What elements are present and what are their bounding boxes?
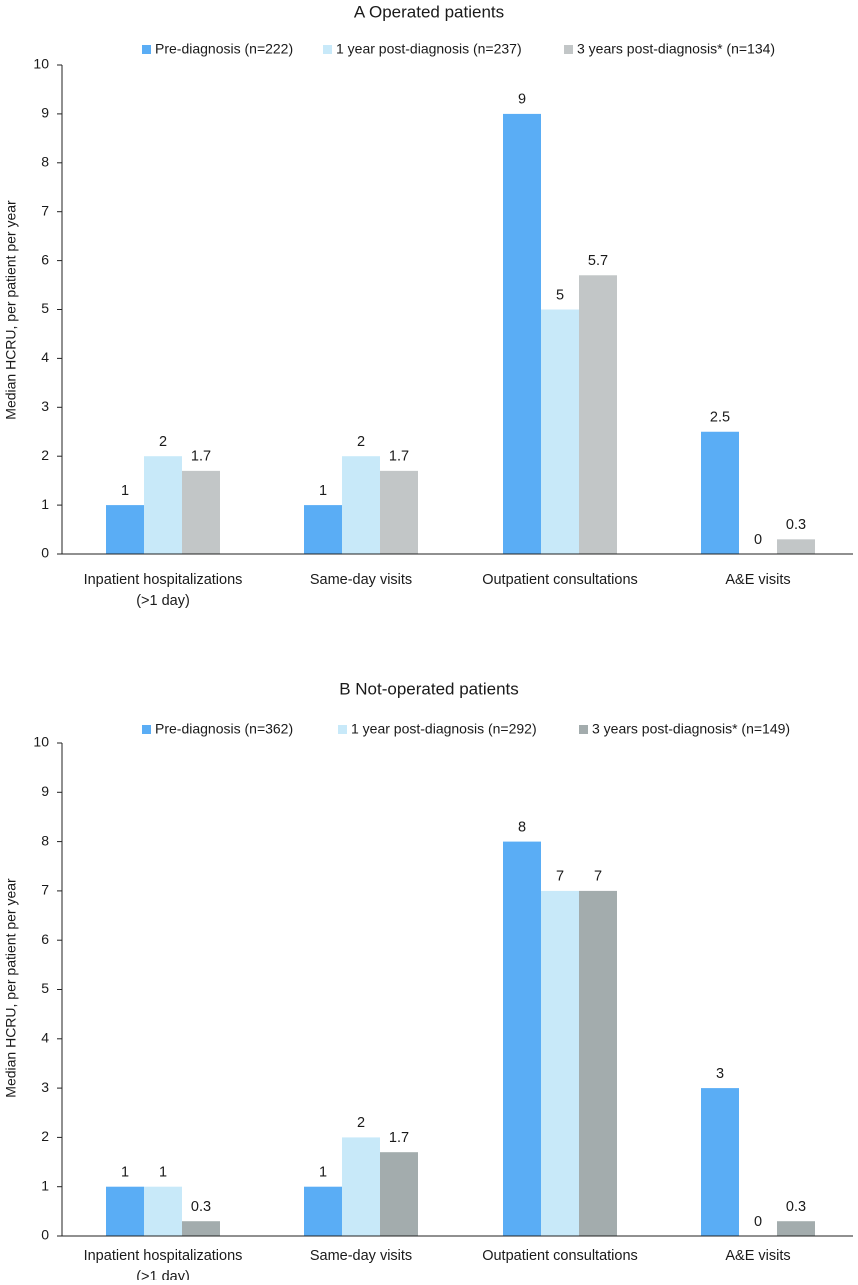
panel-b-data-label-s1-c4: 3 — [716, 1066, 724, 1082]
panel-a-y-tick-label-2: 2 — [41, 447, 49, 463]
panel-a-legend-swatch-1 — [142, 45, 151, 54]
panel-b-bar-s3-c2 — [380, 1152, 418, 1236]
panel-a-category-label-1-line-1: Inpatient hospitalizations — [84, 572, 243, 588]
panel-b-y-tick-label-1: 1 — [41, 1177, 49, 1193]
panel-a-y-tick-label-10: 10 — [33, 56, 49, 72]
panel-b-category-label-1-line-1: Inpatient hospitalizations — [84, 1248, 243, 1264]
panel-a-bar-s3-c3 — [579, 275, 617, 554]
panel-b-data-label-s1-c1: 1 — [121, 1165, 129, 1181]
panel-a-category-label-4-line-1: A&E visits — [725, 572, 790, 588]
panel-b-y-tick-label-8: 8 — [41, 832, 49, 848]
panel-a-bar-s1-c3 — [503, 113, 541, 555]
panel-b-bar-s2-c2 — [342, 1137, 380, 1236]
panel-a-y-tick-label-5: 5 — [41, 300, 49, 316]
panel-b-bar-s2-c1 — [144, 1186, 182, 1236]
panel-b-bar-s1-c2 — [304, 1186, 342, 1236]
panel-b-y-tick-label-0: 0 — [41, 1227, 49, 1243]
panel-a-data-label-s3-c3: 5.7 — [588, 253, 608, 269]
panel-b-data-label-s2-c2: 2 — [357, 1115, 365, 1131]
panel-b-legend-label-2: 1 year post-diagnosis (n=292) — [351, 721, 537, 737]
panel-b-legend-label-3: 3 years post-diagnosis* (n=149) — [592, 721, 790, 737]
panel-a-legend-label-3: 3 years post-diagnosis* (n=134) — [577, 41, 775, 57]
panel-b-data-label-s1-c3: 8 — [518, 819, 526, 835]
panel-a-category-label-3-line-1: Outpatient consultations — [482, 572, 638, 588]
panel-b-y-tick-label-4: 4 — [41, 1030, 49, 1046]
panel-b-y-axis-title: Median HCRU, per patient per year — [3, 878, 19, 1098]
panel-b-y-tick-label-3: 3 — [41, 1079, 49, 1095]
panel-b-bar-s3-c3 — [579, 890, 617, 1236]
panel-b-category-label-4-line-1: A&E visits — [725, 1248, 790, 1264]
panel-b-data-label-s2-c1: 1 — [159, 1165, 167, 1181]
panel-b-bar-s3-c1 — [182, 1221, 220, 1236]
panel-b-legend-swatch-3 — [579, 725, 588, 734]
panel-a-data-label-s3-c4: 0.3 — [786, 517, 806, 533]
panel-a-category-label-1-line-2: (>1 day) — [136, 593, 190, 609]
panel-b-data-label-s3-c4: 0.3 — [786, 1199, 806, 1215]
panel-b-bar-s1-c4 — [701, 1088, 739, 1236]
panel-b-data-label-s2-c4: 0 — [754, 1214, 762, 1230]
panel-a-data-label-s2-c1: 2 — [159, 434, 167, 450]
panel-a-legend-label-2: 1 year post-diagnosis (n=237) — [336, 41, 522, 57]
panel-a-y-tick-label-1: 1 — [41, 496, 49, 512]
panel-a-data-label-s1-c2: 1 — [319, 483, 327, 499]
panel-b-bar-s2-c3 — [541, 890, 579, 1236]
panel-a-y-tick-label-7: 7 — [41, 202, 49, 218]
panel-b-data-label-s3-c2: 1.7 — [389, 1130, 409, 1146]
panel-a-bar-s1-c2 — [304, 505, 342, 554]
panel-a-title: A Operated patients — [354, 2, 504, 21]
panel-b-legend-swatch-1 — [142, 725, 151, 734]
panel-b-category-label-2-line-1: Same-day visits — [310, 1248, 412, 1264]
panel-b-legend-swatch-2 — [338, 725, 347, 734]
panel-a-data-label-s2-c4: 0 — [754, 532, 762, 548]
panel-a-data-label-s2-c2: 2 — [357, 434, 365, 450]
panel-b-legend-label-1: Pre-diagnosis (n=362) — [155, 721, 293, 737]
panel-b-data-label-s3-c1: 0.3 — [191, 1199, 211, 1215]
panel-b-data-label-s1-c2: 1 — [319, 1165, 327, 1181]
panel-a-legend-swatch-2 — [323, 45, 332, 54]
panel-a-y-axis-title: Median HCRU, per patient per year — [3, 200, 19, 420]
panel-a-bar-s2-c1 — [144, 456, 182, 554]
panel-a-data-label-s3-c1: 1.7 — [191, 449, 211, 465]
panel-a-bar-s3-c2 — [380, 470, 418, 554]
panel-a-bar-s1-c4 — [701, 431, 739, 554]
panel-b-data-label-s2-c3: 7 — [556, 869, 564, 885]
panel-a-legend-label-1: Pre-diagnosis (n=222) — [155, 41, 293, 57]
panel-a-y-tick-label-8: 8 — [41, 154, 49, 170]
panel-a-bar-s2-c2 — [342, 456, 380, 554]
panel-a-y-tick-label-4: 4 — [41, 349, 49, 365]
panel-a-data-label-s1-c3: 9 — [518, 92, 526, 108]
panel-a-bar-s2-c3 — [541, 309, 579, 554]
panel-a-y-tick-label-9: 9 — [41, 105, 49, 121]
panel-b-title: B Not-operated patients — [339, 679, 519, 698]
panel-b-bar-s1-c1 — [106, 1186, 144, 1236]
panel-a-y-tick-label-0: 0 — [41, 545, 49, 561]
panel-b-data-label-s3-c3: 7 — [594, 869, 602, 885]
panel-b-y-tick-label-2: 2 — [41, 1128, 49, 1144]
panel-a-data-label-s1-c4: 2.5 — [710, 410, 730, 426]
panel-a-y-tick-label-3: 3 — [41, 398, 49, 414]
panel-b-category-label-3-line-1: Outpatient consultations — [482, 1248, 638, 1264]
panel-a-data-label-s1-c1: 1 — [121, 483, 129, 499]
panel-a-data-label-s3-c2: 1.7 — [389, 449, 409, 465]
panel-a-data-label-s2-c3: 5 — [556, 287, 564, 303]
panel-b-y-tick-label-10: 10 — [33, 734, 49, 750]
panel-b-y-tick-label-5: 5 — [41, 980, 49, 996]
panel-b-category-label-1-line-2: (>1 day) — [136, 1269, 190, 1280]
panel-b-y-tick-label-7: 7 — [41, 882, 49, 898]
panel-b-y-tick-label-6: 6 — [41, 931, 49, 947]
panel-a-bar-s3-c4 — [777, 539, 815, 554]
panel-a-y-tick-label-6: 6 — [41, 251, 49, 267]
panel-b-bar-s3-c4 — [777, 1221, 815, 1236]
panel-a-category-label-2-line-1: Same-day visits — [310, 572, 412, 588]
panel-a-bar-s1-c1 — [106, 505, 144, 554]
panel-b-bar-s1-c3 — [503, 841, 541, 1236]
panel-a-bar-s3-c1 — [182, 470, 220, 554]
panel-a-legend-swatch-3 — [564, 45, 573, 54]
panel-b-y-tick-label-9: 9 — [41, 783, 49, 799]
